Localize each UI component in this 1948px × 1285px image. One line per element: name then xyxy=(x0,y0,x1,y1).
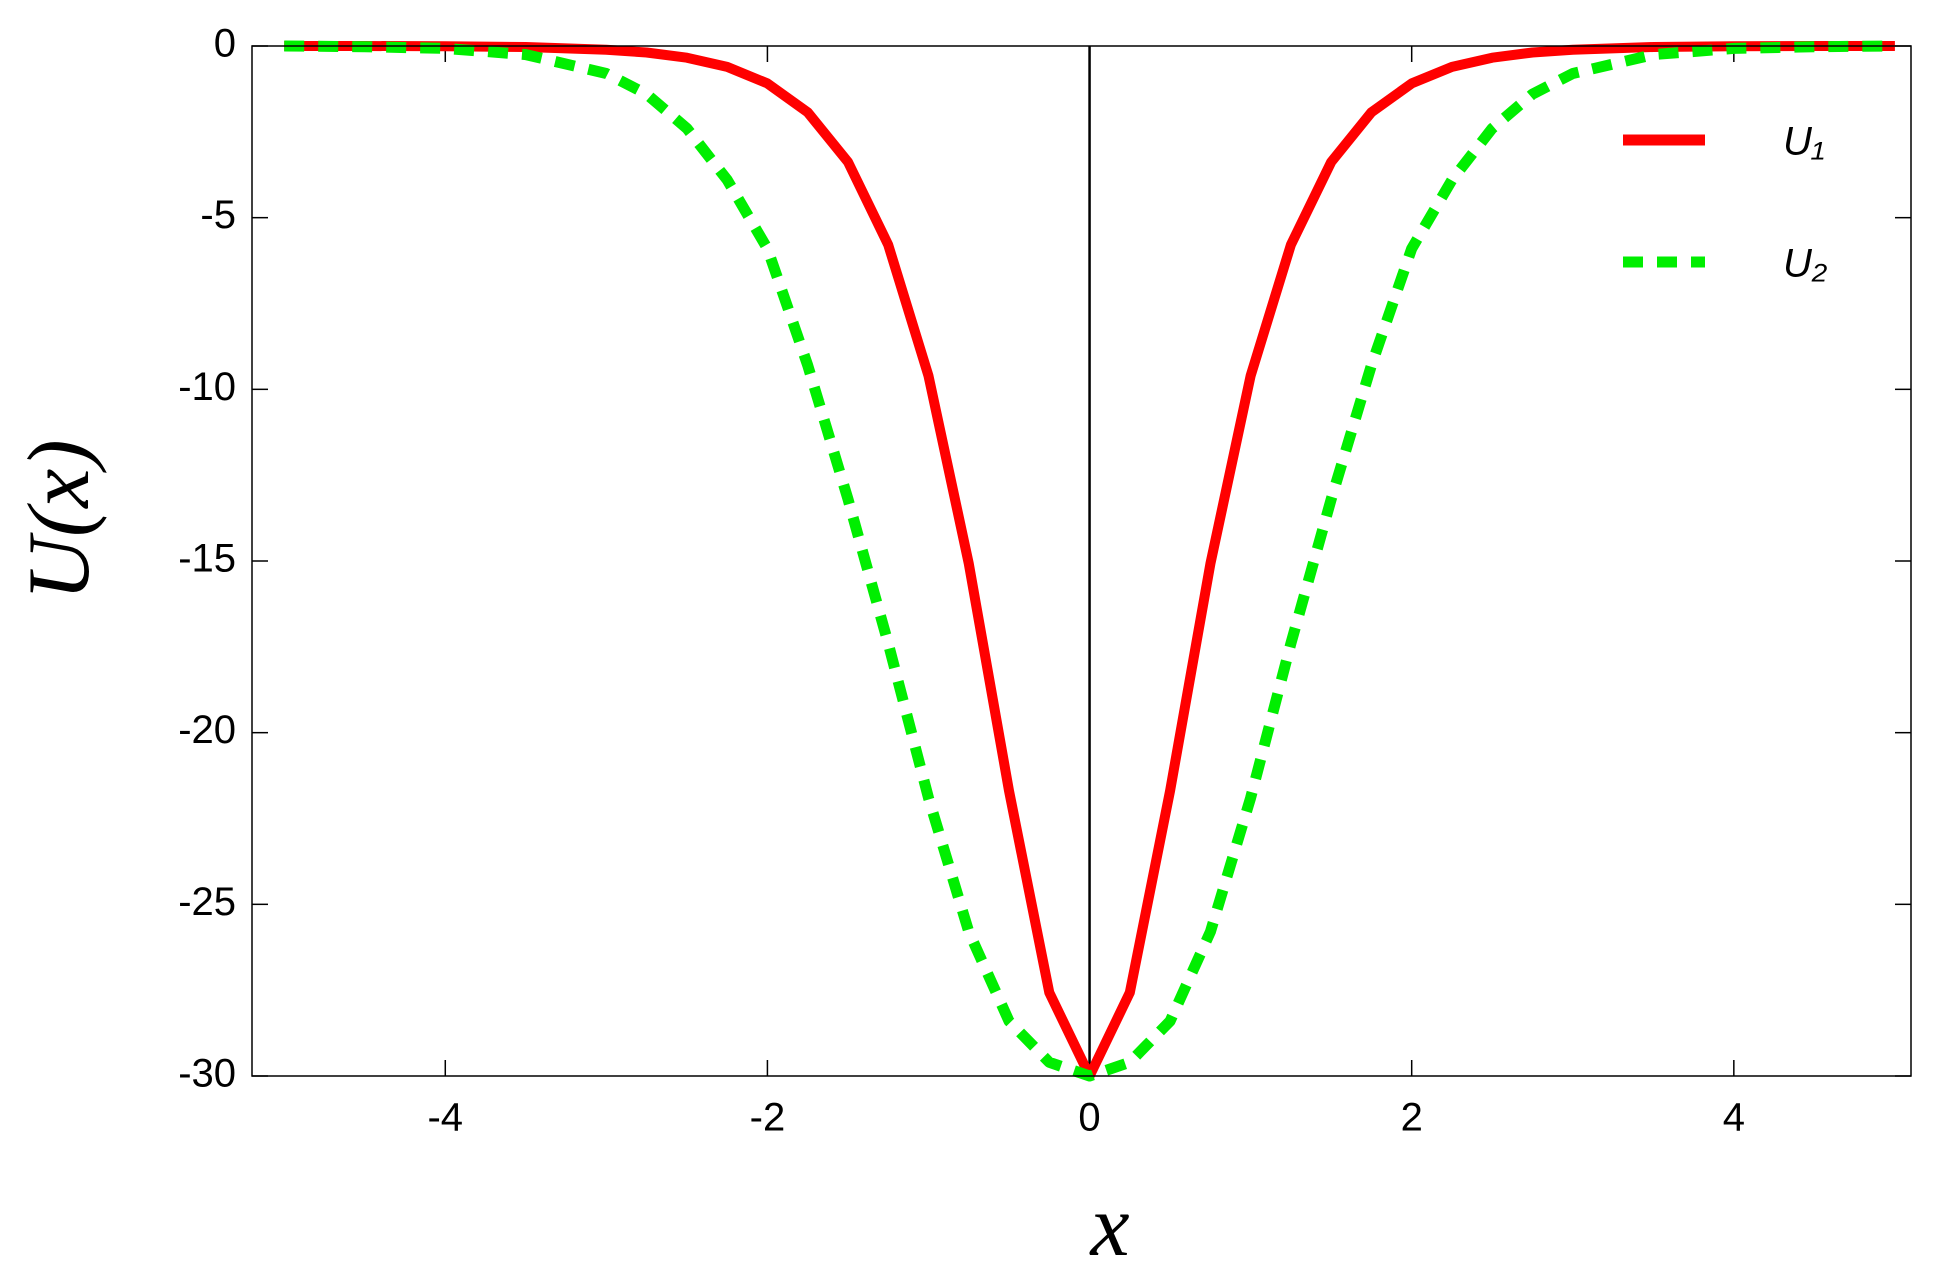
y-tick-label: -30 xyxy=(178,1052,236,1096)
y-tick-label: -5 xyxy=(200,193,236,237)
y-tick-label: -20 xyxy=(178,708,236,752)
legend-label: U₁ xyxy=(1783,120,1825,164)
x-tick-label: 0 xyxy=(1078,1096,1100,1140)
y-tick-label: 0 xyxy=(214,22,236,66)
y-tick-label: -10 xyxy=(178,365,236,409)
plot-frame xyxy=(251,45,1912,1077)
x-tick-label: 2 xyxy=(1401,1096,1423,1140)
x-tick-label: 4 xyxy=(1723,1096,1745,1140)
y-tick-label: -15 xyxy=(178,537,236,581)
y-tick-label: -25 xyxy=(178,880,236,924)
x-axis-label: x xyxy=(1088,1178,1129,1275)
legend-label: U₂ xyxy=(1783,242,1827,286)
x-tick-label: -4 xyxy=(427,1096,463,1140)
x-tick-label: -2 xyxy=(750,1096,786,1140)
y-axis-label: U(x) xyxy=(11,439,108,600)
